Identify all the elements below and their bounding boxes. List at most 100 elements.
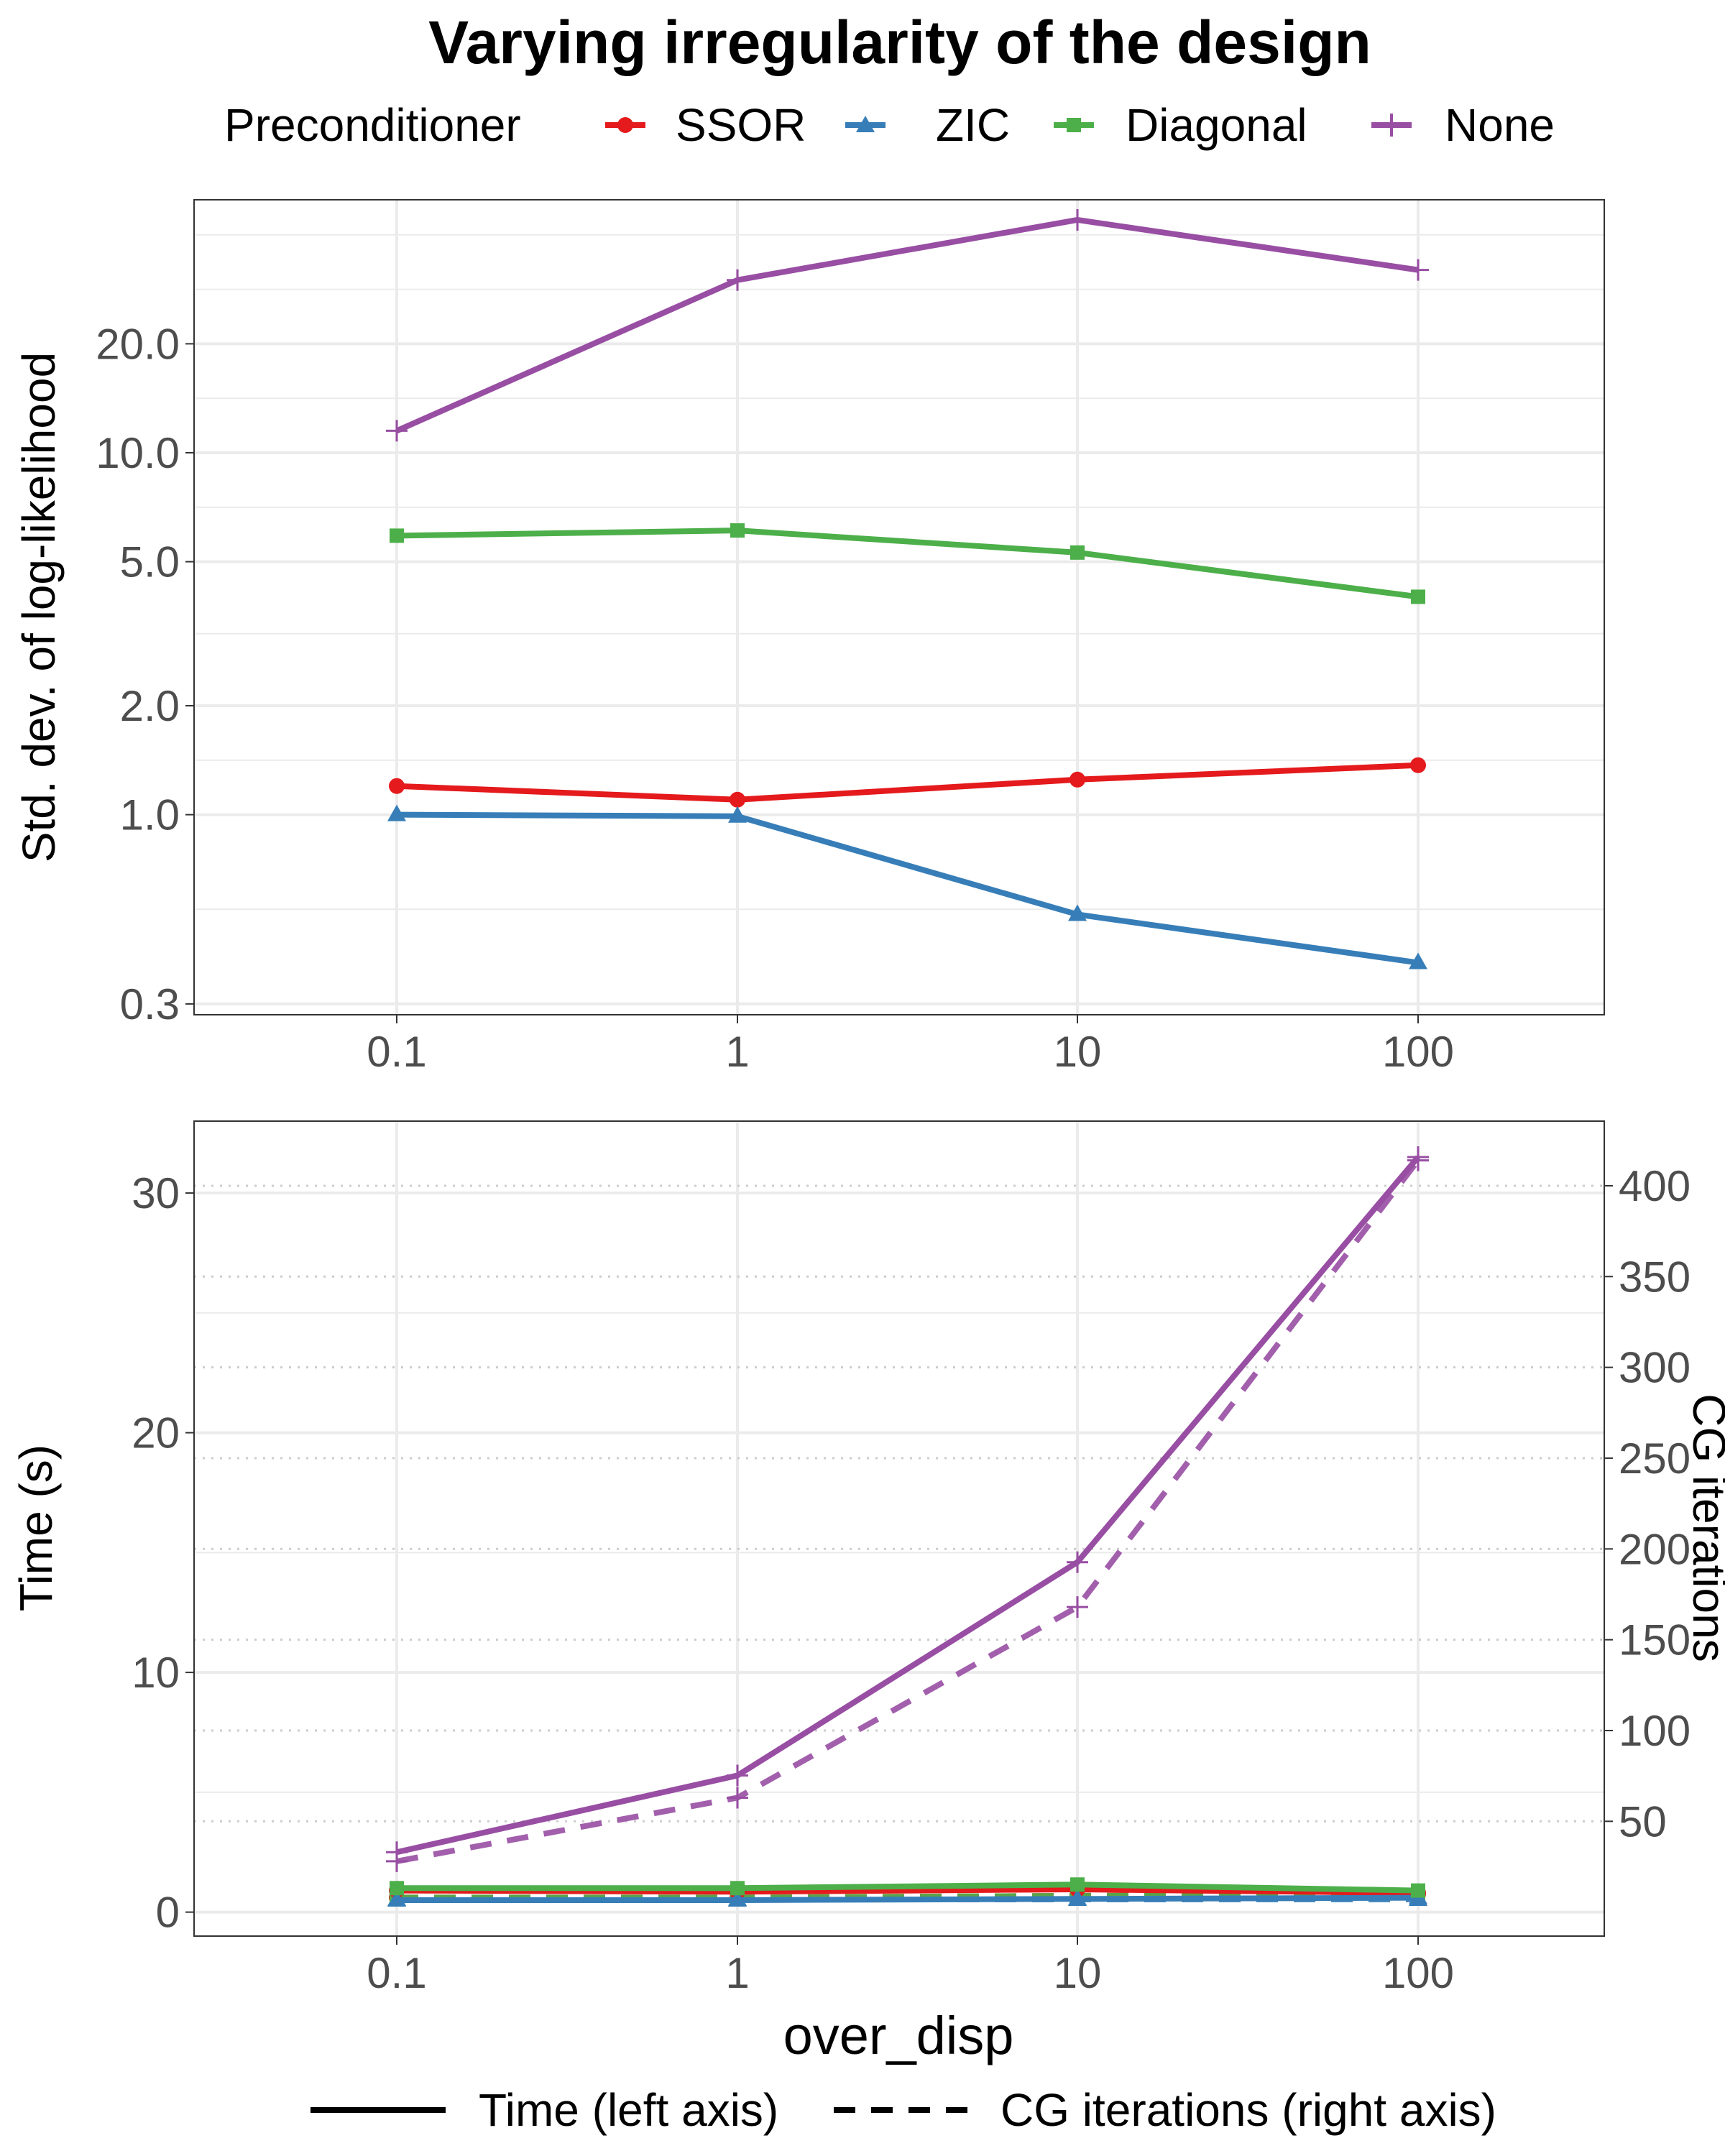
top-y-tick-label: 0.3 [120,980,180,1028]
legend-label-ssor: SSOR [676,99,806,151]
time-point-diagonal-marker [390,1881,404,1896]
top-point-diagonal-marker [1411,589,1425,604]
bottom-right-y-tick-label: 300 [1619,1344,1690,1392]
bottom-right-y-tick-label: 400 [1619,1162,1690,1210]
time-point-zic-marker [728,1889,747,1907]
top-y-ticks: 0.3 1.0 2.0 5.0 10.0 20.0 [96,320,194,1028]
legend-label-zic: ZIC [936,99,1010,151]
top-y-tick-label: 10.0 [96,429,180,477]
top-x-tick-label: 100 [1382,1028,1454,1076]
bottom-y-axis-title-right: CG iterations [1683,1393,1725,1662]
bottom-panel-grid [194,1121,1604,1936]
bottom-panel-background [194,1121,1604,1936]
top-point-none-marker [386,420,408,442]
top-series-line-ssor [396,762,1419,803]
bottom-x-tick-label: 10 [1054,1949,1102,1997]
time-line-zic [397,1894,1419,1903]
chart-title: Varying irregularity of the design [428,9,1371,76]
top-point-none-marker [1067,208,1088,231]
bottom-y-axis-title: Time (s) [10,1445,62,1611]
bottom-y-tick-label: 30 [132,1169,180,1217]
iterations-point-none-marker [1067,1596,1088,1618]
time-point-none-marker [1407,1146,1429,1169]
time-point-none-marker [386,1841,408,1864]
bottom-right-y-tick-label: 200 [1619,1525,1690,1573]
legend-entry-none: None [1371,99,1555,151]
legend-marker-diagonal [1067,118,1081,132]
top-y-axis-title: Std. dev. of log-likelihood [13,352,65,862]
legend-entry-diagonal: Diagonal [1054,99,1307,151]
bottom-right-y-tick-label: 350 [1619,1253,1690,1301]
bottom-y-tick-label: 20 [132,1409,180,1457]
bottom-x-ticks: 0.1 1 10 100 [367,1936,1454,1997]
top-point-none-marker [727,269,748,291]
bottom-panel: 0 10 20 30 50 100 150 200 250 300 350 400 0.1 1 10 10… [10,1120,1725,2065]
bottom-y-ticks-left: 0 10 20 30 [132,1169,194,1937]
top-y-tick-label: 2.0 [120,682,180,730]
time-point-none-marker [727,1764,748,1787]
top-point-zic-marker [387,804,406,821]
top-point-diagonal-marker [390,528,404,543]
iterations-line-none [396,1158,1421,1864]
top-panel-background [194,200,1604,1015]
top-series-line-zic [396,811,1419,966]
legend-marker-zic [856,116,875,132]
time-point-zic-marker [1068,1889,1087,1906]
top-panel-border [193,199,1605,1015]
bottom-right-y-tick-label: 250 [1619,1434,1690,1483]
top-y-tick-label: 20.0 [96,320,180,368]
time-point-none-marker [1067,1551,1088,1573]
top-y-tick-label: 5.0 [120,538,180,586]
x-axis-title: over_disp [783,2006,1014,2065]
top-point-ssor-marker [1410,757,1426,773]
bottom-x-tick-label: 0.1 [367,1949,426,1997]
legend-entry-zic: ZIC [845,99,1010,151]
legend-dashed-label: CG iterations (right axis) [1000,2084,1496,2136]
time-line-none [396,1155,1421,1856]
bottom-panel-series [386,1146,1429,1907]
line-type-legend: Time (left axis) CG iterations (right ax… [310,2084,1496,2136]
bottom-y-tick-label: 10 [132,1649,180,1697]
time-line-ssor [396,1886,1419,1896]
time-point-diagonal-marker [1411,1883,1425,1898]
top-point-zic-marker [1409,952,1427,969]
bottom-x-tick-label: 1 [725,1949,749,1997]
bottom-y-tick-label: 0 [156,1889,180,1937]
top-point-ssor-marker [1070,771,1085,788]
bottom-x-tick-label: 100 [1382,1949,1454,1997]
top-x-tick-label: 10 [1054,1028,1102,1076]
top-x-ticks: 0.1 1 10 100 [367,1015,1454,1076]
time-point-zic-marker [387,1889,406,1907]
legend-label-diagonal: Diagonal [1126,99,1307,151]
bottom-right-y-tick-label: 150 [1619,1616,1690,1664]
legend-title: Preconditioner [224,99,521,151]
bottom-right-y-tick-label: 50 [1619,1797,1667,1846]
top-y-tick-label: 1.0 [120,791,180,839]
legend-solid-label: Time (left axis) [479,2084,778,2136]
top-panel: 0.3 1.0 2.0 5.0 10.0 20.0 0.1 1 10 100 Std. dev.… [13,199,1605,1076]
top-panel-series [386,208,1429,969]
top-point-ssor-marker [730,791,745,808]
top-point-zic-marker [1068,904,1087,921]
top-point-none-marker [1407,259,1429,281]
bottom-right-y-tick-label: 100 [1619,1707,1690,1755]
bottom-y-ticks-right: 50 100 150 200 250 300 350 400 [1604,1162,1690,1846]
time-point-diagonal-marker [730,1881,745,1896]
bottom-panel-border [193,1120,1605,1937]
legend-marker-none [1380,114,1403,137]
top-point-ssor-marker [389,778,405,794]
top-x-tick-label: 0.1 [367,1028,426,1076]
legend-entry-ssor: SSOR [605,99,806,151]
top-point-zic-marker [728,806,747,823]
top-series-line-diagonal [396,528,1419,600]
iterations-point-none-marker [727,1787,748,1809]
top-series-line-none [395,216,1419,434]
top-panel-grid [194,200,1604,1015]
preconditioner-legend: Preconditioner SSOR ZIC Diagonal None [224,99,1555,151]
legend-marker-ssor [617,117,633,133]
legend-label-none: None [1445,99,1555,151]
top-point-diagonal-marker [1070,545,1085,560]
top-x-tick-label: 1 [725,1028,749,1076]
time-point-diagonal-marker [1070,1877,1085,1892]
